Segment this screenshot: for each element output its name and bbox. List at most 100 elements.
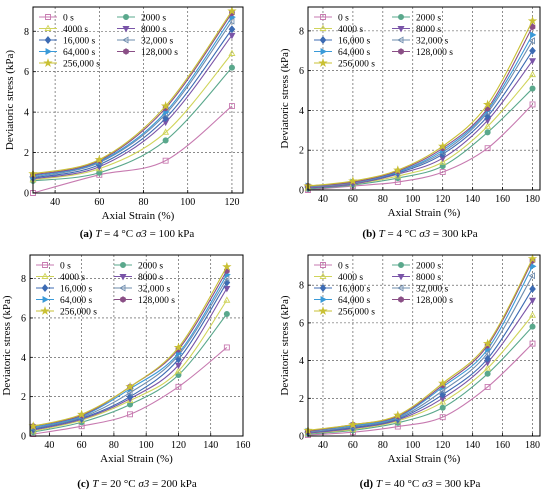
panel-caption: (b) T = 4 °C σ3 = 300 kPa: [362, 228, 477, 240]
legend-label: 2000 s: [416, 14, 441, 24]
legend-label: 0 s: [338, 262, 349, 272]
x-tick-label: 80: [378, 440, 388, 451]
series-line: [307, 314, 533, 434]
y-tick-label: 0: [24, 189, 29, 200]
data-point: [439, 158, 447, 165]
legend-label: 8000 s: [138, 273, 163, 283]
data-point: [223, 310, 230, 318]
legend-marker: [320, 47, 327, 56]
legend-marker: [43, 58, 53, 67]
legend-label: 64,000 s: [60, 296, 93, 306]
data-point: [228, 17, 235, 25]
data-point: [529, 323, 536, 330]
data-point: [126, 396, 134, 404]
caption-temperature: = 4 °C: [385, 228, 419, 240]
chart-panel-d: 40 60 80 100 120 140 160 180 0 2 4 6 8 Axial Strain (…: [279, 253, 541, 490]
series-line: [32, 16, 233, 177]
legend-marker: [319, 24, 327, 31]
series-line: [32, 53, 233, 181]
legend-label: 16,000 s: [63, 37, 96, 47]
legend-label: 16,000 s: [338, 285, 371, 295]
legend-marker: [318, 306, 328, 315]
data-point: [162, 157, 169, 164]
data-point: [482, 99, 493, 109]
x-tick-label: 180: [525, 194, 540, 205]
plot-frame: [32, 6, 244, 194]
legend-marker: [397, 284, 404, 292]
data-point: [529, 46, 536, 55]
legend-marker: [119, 261, 127, 269]
legend-marker: [319, 284, 327, 292]
y-tick-label: 8: [24, 27, 29, 38]
data-point: [528, 272, 535, 280]
y-tick-label: 2: [21, 392, 26, 403]
y-tick-label: 0: [299, 432, 304, 443]
data-point: [484, 364, 492, 371]
legend-marker: [319, 36, 327, 44]
data-point: [223, 296, 231, 303]
caption-pressure: = 300 kPa: [430, 228, 478, 240]
x-tick-label: 40: [44, 440, 54, 451]
series-line: [307, 343, 533, 436]
legend-label: 64,000 s: [338, 48, 371, 58]
legend-label: 128,000 s: [141, 48, 178, 58]
x-tick-label: 120: [435, 194, 450, 205]
x-tick-label: 160: [495, 440, 510, 451]
y-tick-label: 2: [299, 394, 304, 405]
caption-sigma-symbol: σ3: [138, 478, 149, 490]
legend-marker: [119, 274, 127, 281]
legend-label: 8000 s: [141, 25, 166, 35]
data-point: [126, 389, 133, 397]
legend-marker: [42, 262, 48, 268]
data-point: [439, 169, 446, 176]
legend-label: 2000 s: [141, 14, 166, 24]
data-point: [484, 354, 491, 363]
series-line: [32, 10, 233, 175]
data-point: [438, 141, 448, 151]
legend-label: 16,000 s: [338, 37, 371, 47]
legend-label: 32,000 s: [141, 37, 174, 47]
legend-marker: [45, 14, 51, 20]
y-tick-label: 2: [299, 146, 304, 157]
x-tick-label: 140: [465, 194, 480, 205]
legend-label: 128,000 s: [416, 296, 453, 306]
legend-label: 256,000 s: [63, 60, 100, 70]
plot-frame: [29, 254, 244, 437]
data-point: [438, 378, 448, 388]
x-axis-label: Axial Strain (%): [102, 210, 175, 222]
data-point: [228, 103, 235, 110]
x-axis-label: Axial Strain (%): [100, 453, 173, 465]
x-tick-label: 100: [139, 440, 154, 451]
legend-label: 2000 s: [138, 262, 163, 272]
x-tick-label: 60: [77, 440, 87, 451]
legend: 0 s 2000 s 4000 s 8000 s 16,000 s 32,000 s 64,…: [39, 14, 178, 70]
data-point: [529, 284, 536, 293]
y-tick-label: 6: [299, 66, 304, 77]
data-point: [227, 6, 237, 16]
data-point: [439, 163, 446, 170]
legend-marker: [41, 284, 49, 292]
y-tick-label: 4: [299, 106, 304, 117]
caption-temperature-symbol: T: [92, 478, 99, 490]
legend-label: 256,000 s: [338, 308, 375, 318]
y-tick-label: 6: [299, 318, 304, 329]
data-point: [484, 370, 491, 377]
data-point: [527, 253, 538, 263]
data-point: [125, 381, 135, 391]
data-point: [348, 176, 358, 186]
legend-label: 4000 s: [338, 25, 363, 35]
legend-marker: [120, 296, 126, 303]
series-line: [307, 104, 533, 191]
caption-temperature-symbol: T: [376, 478, 383, 490]
data-point: [175, 371, 182, 379]
series-line: [307, 50, 533, 188]
data-point: [484, 145, 491, 152]
data-point: [393, 410, 403, 420]
data-point: [94, 154, 104, 164]
legend-marker: [122, 13, 130, 21]
x-tick-label: 120: [224, 197, 239, 208]
panel-caption: (d) T = 40 °C σ3 = 300 kPa: [360, 478, 481, 490]
series-line: [32, 12, 233, 176]
chart-panel-b: 40 60 80 100 120 140 160 180 0 2 4 6 8 Axial Strain (…: [279, 6, 541, 240]
legend-label: 128,000 s: [138, 296, 175, 306]
